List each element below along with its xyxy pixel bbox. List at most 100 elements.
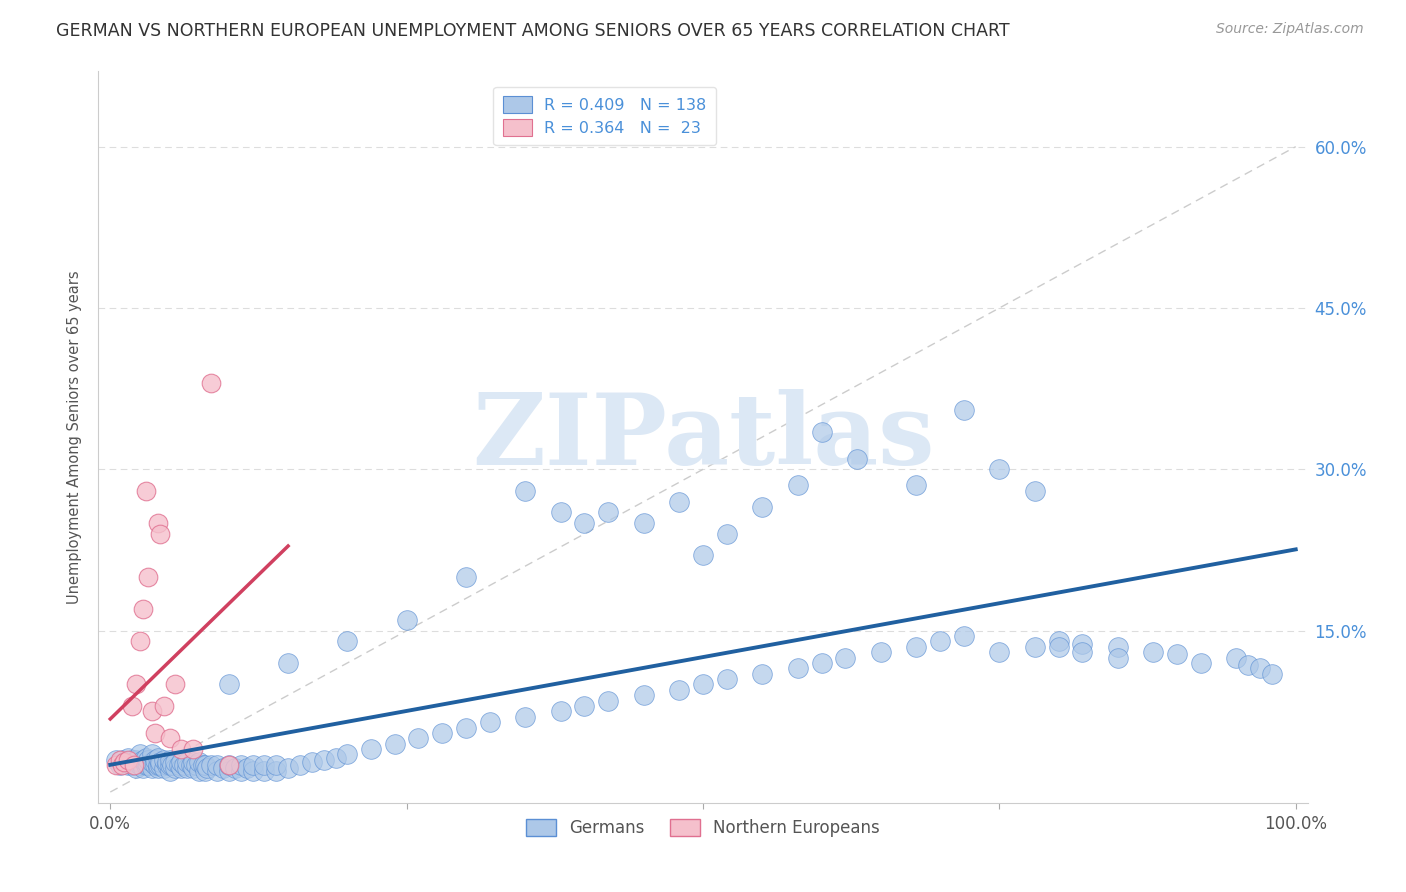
Point: [716, 527, 738, 541]
Point: [122, 758, 145, 772]
Point: [1225, 650, 1247, 665]
Point: [160, 758, 183, 772]
Point: [105, 758, 128, 772]
Point: [132, 602, 155, 616]
Point: [121, 758, 143, 772]
Point: [184, 758, 207, 772]
Point: [146, 750, 169, 764]
Point: [181, 755, 204, 769]
Point: [170, 742, 193, 756]
Point: [159, 758, 181, 772]
Point: [205, 764, 228, 778]
Point: [114, 755, 136, 769]
Point: [218, 677, 240, 691]
Point: [598, 693, 620, 707]
Point: [905, 478, 928, 492]
Point: [1237, 658, 1260, 673]
Point: [253, 764, 276, 778]
Point: [122, 758, 145, 772]
Point: [180, 758, 202, 772]
Point: [141, 705, 163, 719]
Text: Source: ZipAtlas.com: Source: ZipAtlas.com: [1216, 22, 1364, 37]
Point: [988, 645, 1011, 659]
Point: [668, 682, 690, 697]
Point: [141, 761, 163, 775]
Point: [156, 758, 179, 772]
Point: [1071, 637, 1094, 651]
Point: [114, 755, 136, 769]
Point: [952, 403, 974, 417]
Point: [253, 758, 276, 772]
Point: [149, 755, 172, 769]
Point: [218, 758, 240, 772]
Point: [277, 761, 299, 775]
Point: [288, 758, 311, 772]
Point: [224, 761, 246, 775]
Point: [135, 758, 157, 772]
Point: [197, 761, 219, 775]
Point: [408, 731, 430, 746]
Point: [146, 758, 169, 772]
Point: [1166, 648, 1188, 662]
Point: [550, 505, 572, 519]
Point: [117, 753, 139, 767]
Point: [159, 731, 181, 746]
Point: [111, 753, 134, 767]
Point: [194, 758, 217, 772]
Point: [751, 666, 773, 681]
Point: [205, 758, 228, 772]
Point: [167, 758, 190, 772]
Point: [135, 750, 157, 764]
Point: [159, 764, 181, 778]
Legend: Germans, Northern Europeans: Germans, Northern Europeans: [517, 811, 889, 846]
Point: [125, 677, 148, 691]
Point: [129, 758, 152, 772]
Point: [751, 500, 773, 514]
Point: [181, 742, 204, 756]
Point: [242, 758, 264, 772]
Point: [173, 758, 195, 772]
Point: [633, 688, 655, 702]
Point: [122, 755, 145, 769]
Point: [152, 761, 174, 775]
Point: [325, 750, 347, 764]
Point: [170, 761, 193, 775]
Point: [312, 753, 335, 767]
Text: ZIPatlas: ZIPatlas: [472, 389, 934, 485]
Point: [143, 726, 166, 740]
Point: [156, 755, 179, 769]
Point: [229, 758, 252, 772]
Point: [786, 478, 808, 492]
Point: [191, 758, 214, 772]
Point: [1189, 656, 1212, 670]
Point: [264, 758, 287, 772]
Point: [200, 758, 222, 772]
Point: [176, 755, 198, 769]
Point: [550, 705, 572, 719]
Point: [454, 721, 477, 735]
Point: [149, 527, 172, 541]
Point: [454, 570, 477, 584]
Point: [1249, 661, 1271, 675]
Point: [242, 764, 264, 778]
Point: [952, 629, 974, 643]
Point: [146, 761, 169, 775]
Point: [1142, 645, 1164, 659]
Point: [692, 677, 714, 691]
Point: [129, 755, 152, 769]
Point: [135, 483, 157, 498]
Point: [1261, 666, 1284, 681]
Point: [117, 758, 139, 772]
Point: [1071, 645, 1094, 659]
Point: [143, 758, 166, 772]
Text: GERMAN VS NORTHERN EUROPEAN UNEMPLOYMENT AMONG SENIORS OVER 65 YEARS CORRELATION: GERMAN VS NORTHERN EUROPEAN UNEMPLOYMENT…: [56, 22, 1010, 40]
Point: [141, 755, 163, 769]
Point: [136, 753, 159, 767]
Point: [149, 758, 172, 772]
Point: [229, 764, 252, 778]
Point: [105, 753, 128, 767]
Point: [336, 747, 359, 762]
Point: [165, 761, 187, 775]
Point: [146, 516, 169, 530]
Point: [143, 753, 166, 767]
